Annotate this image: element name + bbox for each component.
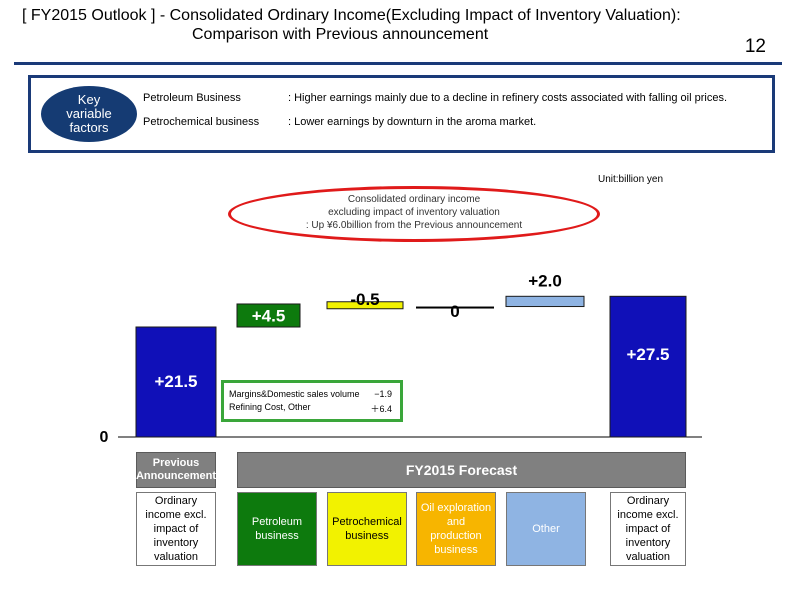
breakdown-label: Margins&Domestic sales volume bbox=[229, 389, 360, 399]
bar-value-label-2: -0.5 bbox=[350, 290, 379, 309]
breakdown-value: ＋6.4 bbox=[370, 404, 392, 414]
zero-label: 0 bbox=[100, 429, 109, 446]
note-line-2: excluding impact of inventory valuation bbox=[328, 207, 500, 218]
note-line-3: : Up ¥6.0billion from the Previous annou… bbox=[305, 220, 523, 231]
key-factors-badge: Key variable factors bbox=[41, 86, 137, 142]
bar-4 bbox=[505, 295, 585, 308]
page-title: [ FY2015 Outlook ] - Consolidated Ordina… bbox=[22, 6, 722, 44]
bar-value-label-4: +2.0 bbox=[528, 271, 562, 290]
previous-announcement-header: Previous Announcement bbox=[136, 452, 216, 488]
breakdown-row: Refining Cost, Other ＋6.4 bbox=[229, 402, 392, 414]
category-label: Petroleum business bbox=[237, 492, 317, 566]
bar-value-label-3: 0 bbox=[450, 302, 459, 321]
category-label: Petrochemical business bbox=[327, 492, 407, 566]
bar-3 bbox=[416, 306, 494, 309]
page-title-line-1: [ FY2015 Outlook ] - Consolidated Ordina… bbox=[22, 7, 681, 24]
category-label: Oil exploration and production business bbox=[416, 492, 496, 566]
category-label: Ordinary income excl. impact of inventor… bbox=[610, 492, 686, 566]
note-line-1: Consolidated ordinary income bbox=[347, 194, 481, 205]
unit-label: Unit:billion yen bbox=[598, 174, 664, 185]
title-divider bbox=[14, 62, 782, 65]
petroleum-breakdown-box: Margins&Domestic sales volume −1.9 Refin… bbox=[221, 380, 403, 422]
bar-1 bbox=[236, 303, 301, 328]
bar-0 bbox=[135, 326, 217, 438]
breakdown-label: Refining Cost, Other bbox=[229, 402, 311, 412]
key-factors-box: Key variable factors Petroleum Business … bbox=[28, 75, 775, 153]
key-factors-label: Key variable factors bbox=[66, 92, 112, 135]
bar-value-label-0: +21.5 bbox=[154, 372, 197, 391]
factor-desc-petroleum: : Higher earnings mainly due to a declin… bbox=[288, 92, 727, 104]
page-number: 12 bbox=[744, 36, 766, 57]
breakdown-row: Margins&Domestic sales volume −1.9 bbox=[229, 389, 392, 399]
page-title-line-2: Comparison with Previous announcement bbox=[192, 26, 489, 43]
bar-value-label-5: +27.5 bbox=[626, 345, 669, 364]
highlight-note: Consolidated ordinary income excluding i… bbox=[228, 193, 600, 232]
category-label: Ordinary income excl. impact of inventor… bbox=[136, 492, 216, 566]
factor-name-petrochemical: Petrochemical business bbox=[143, 116, 260, 128]
category-label: Other bbox=[506, 492, 586, 566]
breakdown-value: −1.9 bbox=[374, 389, 392, 399]
highlight-oval bbox=[228, 186, 600, 242]
bar-5 bbox=[609, 295, 687, 438]
bar-value-label-1: +4.5 bbox=[252, 306, 286, 325]
fy2015-forecast-header: FY2015 Forecast bbox=[237, 452, 686, 488]
factor-desc-petrochemical: : Lower earnings by downturn in the arom… bbox=[288, 116, 537, 128]
bar-2 bbox=[326, 301, 404, 310]
factor-name-petroleum: Petroleum Business bbox=[143, 92, 241, 104]
